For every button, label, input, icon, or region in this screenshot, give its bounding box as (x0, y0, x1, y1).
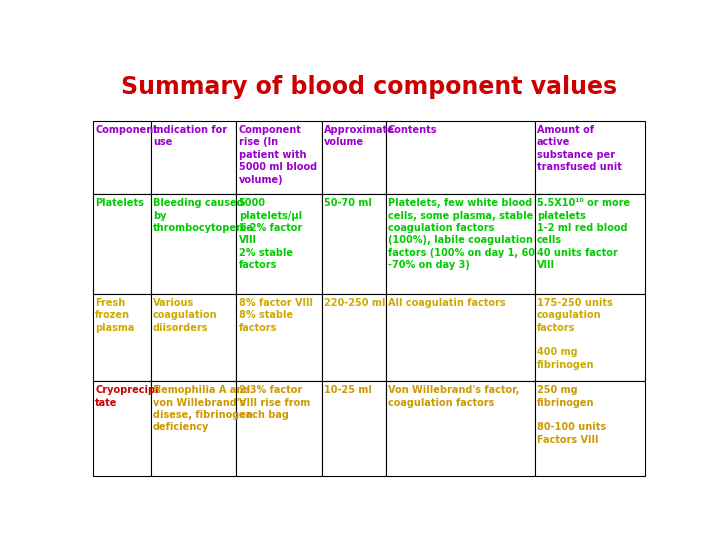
Bar (386, 194, 535, 294)
Bar (236, 294, 322, 381)
Text: 220-250 ml: 220-250 ml (324, 298, 386, 308)
Text: 50-70 ml: 50-70 ml (324, 198, 372, 208)
Text: 5000
platelets/µl
1-2% factor
VIII
2% stable
factors: 5000 platelets/µl 1-2% factor VIII 2% st… (238, 198, 302, 270)
Text: 8% factor VIII
8% stable
factors: 8% factor VIII 8% stable factors (238, 298, 312, 333)
Text: Cryoprecipi
tate: Cryoprecipi tate (95, 385, 158, 408)
Bar (322, 381, 386, 476)
Bar (386, 381, 535, 476)
Text: Indication for
use: Indication for use (153, 125, 227, 147)
Bar (236, 194, 322, 294)
Text: Component
rise (In
patient with
5000 ml blood
volume): Component rise (In patient with 5000 ml … (238, 125, 317, 185)
Text: Bleeding caused
by
thrombocytopenia: Bleeding caused by thrombocytopenia (153, 198, 254, 233)
Text: Von Willebrand's factor,
coagulation factors: Von Willebrand's factor, coagulation fac… (388, 385, 519, 408)
Bar (322, 294, 386, 381)
Text: Summary of blood component values: Summary of blood component values (121, 75, 617, 99)
Bar (93, 194, 150, 294)
Bar (236, 121, 322, 194)
Text: Platelets: Platelets (95, 198, 144, 208)
Bar (93, 381, 150, 476)
Text: Contents: Contents (388, 125, 437, 135)
Bar (150, 194, 236, 294)
Text: Hemophilia A and
von Willebrand's
disese, fibrinogen
deficiency: Hemophilia A and von Willebrand's disese… (153, 385, 253, 433)
Text: 2-3% factor
VIII rise from
each bag: 2-3% factor VIII rise from each bag (238, 385, 310, 420)
Text: 250 mg
fibrinogen

80-100 units
Factors VIII: 250 mg fibrinogen 80-100 units Factors V… (537, 385, 606, 445)
Text: Platelets, few white blood
cells, some plasma, stable
coagulation factors
(100%): Platelets, few white blood cells, some p… (388, 198, 535, 270)
Bar (386, 294, 535, 381)
Text: Approximate
volume: Approximate volume (324, 125, 395, 147)
Bar (322, 194, 386, 294)
Text: Various
coagulation
diisorders: Various coagulation diisorders (153, 298, 217, 333)
Bar (150, 121, 236, 194)
Text: Amount of
active
substance per
transfused unit: Amount of active substance per transfuse… (537, 125, 622, 172)
Text: Component: Component (95, 125, 158, 135)
Bar (150, 294, 236, 381)
Text: 175-250 units
coagulation
factors

400 mg
fibrinogen: 175-250 units coagulation factors 400 mg… (537, 298, 613, 370)
Text: 10-25 ml: 10-25 ml (324, 385, 372, 395)
Bar (535, 194, 645, 294)
Bar (386, 121, 535, 194)
Bar (93, 121, 150, 194)
Bar (535, 294, 645, 381)
Text: Fresh
frozen
plasma: Fresh frozen plasma (95, 298, 135, 333)
Bar (236, 381, 322, 476)
Text: All coagulatin factors: All coagulatin factors (388, 298, 505, 308)
Bar (322, 121, 386, 194)
Bar (93, 294, 150, 381)
Text: 5.5X10¹⁰ or more
platelets
1-2 ml red blood
cells
40 units factor
VIII: 5.5X10¹⁰ or more platelets 1-2 ml red bl… (537, 198, 630, 270)
Bar (535, 381, 645, 476)
Bar (535, 121, 645, 194)
Bar (150, 381, 236, 476)
